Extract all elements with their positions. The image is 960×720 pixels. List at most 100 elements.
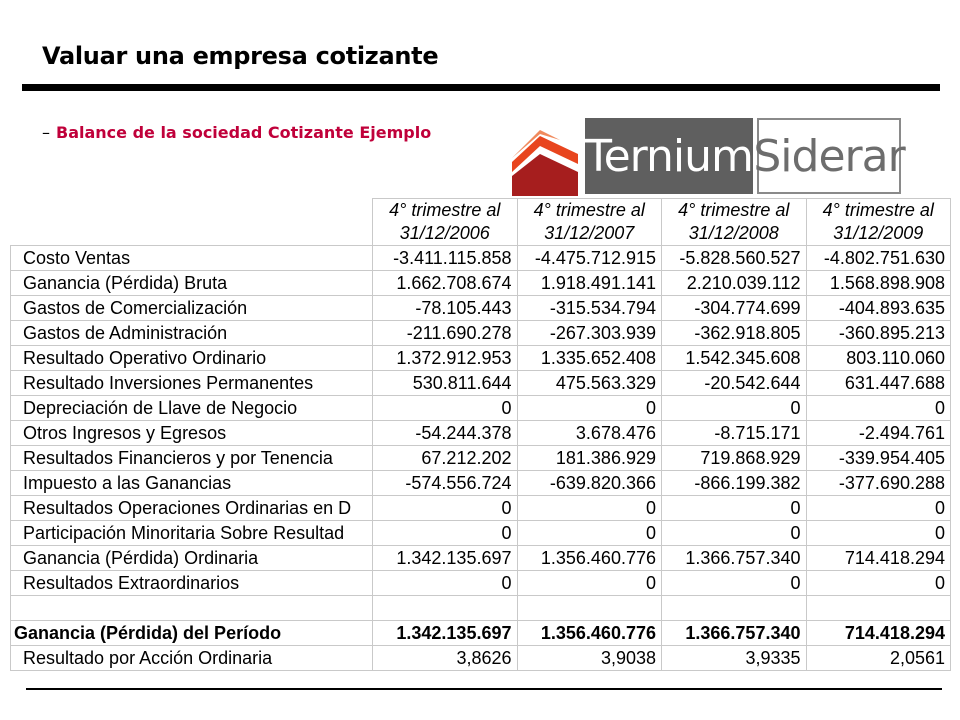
row-value: -362.918.805 [661, 320, 807, 346]
row-label: Resultados Extraordinarios [10, 570, 373, 596]
row-value: -5.828.560.527 [661, 245, 807, 271]
column-header: 4° trimestre al 31/12/2006 [372, 198, 518, 246]
row-value: 0 [661, 570, 807, 596]
balance-table-container: 4° trimestre al 31/12/2006 4° trimestre a… [10, 198, 951, 671]
table-row: Depreciación de Llave de Negocio 0 0 0 0 [10, 395, 951, 421]
table-row: Participación Minoritaria Sobre Resultad… [10, 520, 951, 546]
table-row: Ganancia (Pérdida) Bruta 1.662.708.674 1.9… [10, 270, 951, 296]
table-row: Resultados Extraordinarios 0 0 0 0 [10, 570, 951, 596]
row-value: 3,9335 [661, 645, 807, 671]
row-value: 1.356.460.776 [516, 545, 662, 571]
row-value: 803.110.060 [805, 345, 951, 371]
row-value: -54.244.378 [372, 420, 518, 446]
row-value: -2.494.761 [805, 420, 951, 446]
row-value: -78.105.443 [372, 295, 518, 321]
row-value: 1.366.757.340 [661, 620, 807, 646]
row-label: Resultados Financieros y por Tenencia [10, 445, 373, 471]
blank-cell [10, 595, 373, 621]
table-row: Costo Ventas -3.411.115.858 -4.475.712.915… [10, 245, 951, 271]
subtitle-bullet: – [42, 123, 50, 142]
row-value: 0 [661, 495, 807, 521]
ternium-mark-icon [510, 118, 580, 196]
blank-cell [805, 595, 951, 621]
row-value: 0 [372, 570, 518, 596]
row-label: Ganancia (Pérdida) Bruta [10, 270, 373, 296]
subtitle-text: Balance de la sociedad Cotizante Ejemplo [56, 123, 432, 142]
row-value: -304.774.699 [661, 295, 807, 321]
row-value: -20.542.644 [661, 370, 807, 396]
logo-siderar-box: Siderar [753, 118, 906, 194]
row-value: -4.802.751.630 [805, 245, 951, 271]
row-label: Ganancia (Pérdida) del Período [10, 620, 373, 646]
row-value: 1.335.652.408 [516, 345, 662, 371]
row-value: -3.411.115.858 [372, 245, 518, 271]
row-value: 3.678.476 [516, 420, 662, 446]
row-value: 714.418.294 [805, 620, 951, 646]
row-label: Participación Minoritaria Sobre Resultad [10, 520, 373, 546]
table-row: Gastos de Administración -211.690.278 -267… [10, 320, 951, 346]
blank-cell [516, 595, 662, 621]
row-value: -404.893.635 [805, 295, 951, 321]
row-value: 181.386.929 [516, 445, 662, 471]
row-value: 0 [805, 570, 951, 596]
column-header: 4° trimestre al 31/12/2009 [805, 198, 951, 246]
row-value: 0 [661, 520, 807, 546]
row-value: -866.199.382 [661, 470, 807, 496]
row-value: 1.366.757.340 [661, 545, 807, 571]
row-value: 1.662.708.674 [372, 270, 518, 296]
logo-siderar-text: Siderar [753, 130, 905, 182]
logo-ternium-box: Ternium [585, 118, 754, 194]
table-row: Ganancia (Pérdida) Ordinaria 1.342.135.69… [10, 545, 951, 571]
row-value: -574.556.724 [372, 470, 518, 496]
row-value: 475.563.329 [516, 370, 662, 396]
row-label: Resultado Operativo Ordinario [10, 345, 373, 371]
row-value: -339.954.405 [805, 445, 951, 471]
column-header: 4° trimestre al 31/12/2007 [516, 198, 662, 246]
table-body: Costo Ventas -3.411.115.858 -4.475.712.915… [10, 245, 951, 671]
row-value: 67.212.202 [372, 445, 518, 471]
row-value: 0 [516, 520, 662, 546]
row-value: 0 [661, 395, 807, 421]
blank-cell [372, 595, 518, 621]
row-value: 3,9038 [516, 645, 662, 671]
row-value: -377.690.288 [805, 470, 951, 496]
blank-cell [661, 595, 807, 621]
row-value: 719.868.929 [661, 445, 807, 471]
logo-ternium-text: Ternium [585, 130, 754, 182]
row-value: 1.356.460.776 [516, 620, 662, 646]
row-value: 0 [372, 520, 518, 546]
blank-row [10, 595, 951, 621]
row-label: Resultados Operaciones Ordinarias en D [10, 495, 373, 521]
per-share-row: Resultado por Acción Ordinaria 3,8626 3,90… [10, 645, 951, 671]
table-row: Otros Ingresos y Egresos -54.244.378 3.678… [10, 420, 951, 446]
row-value: 0 [516, 395, 662, 421]
table-row: Resultados Financieros y por Tenencia 67.… [10, 445, 951, 471]
row-value: -267.303.939 [516, 320, 662, 346]
row-value: 0 [516, 495, 662, 521]
row-value: 0 [372, 395, 518, 421]
row-value: 1.918.491.141 [516, 270, 662, 296]
row-label: Otros Ingresos y Egresos [10, 420, 373, 446]
row-value: 1.372.912.953 [372, 345, 518, 371]
bottom-divider [26, 688, 942, 690]
row-value: 0 [372, 495, 518, 521]
row-value: 1.568.898.908 [805, 270, 951, 296]
row-value: 0 [805, 520, 951, 546]
header-blank-cell [10, 198, 373, 246]
row-value: 0 [805, 495, 951, 521]
row-value: -315.534.794 [516, 295, 662, 321]
row-value: -4.475.712.915 [516, 245, 662, 271]
page-title: Valuar una empresa cotizante [42, 42, 439, 70]
row-value: 2,0561 [805, 645, 951, 671]
row-label: Gastos de Administración [10, 320, 373, 346]
row-value: -8.715.171 [661, 420, 807, 446]
title-divider [22, 84, 940, 91]
row-label: Resultado Inversiones Permanentes [10, 370, 373, 396]
row-label: Impuesto a las Ganancias [10, 470, 373, 496]
table-row: Gastos de Comercialización -78.105.443 -31… [10, 295, 951, 321]
row-value: 1.342.135.697 [372, 620, 518, 646]
header-row: 4° trimestre al 31/12/2006 4° trimestre a… [10, 198, 951, 246]
row-value: 714.418.294 [805, 545, 951, 571]
column-header: 4° trimestre al 31/12/2008 [661, 198, 807, 246]
